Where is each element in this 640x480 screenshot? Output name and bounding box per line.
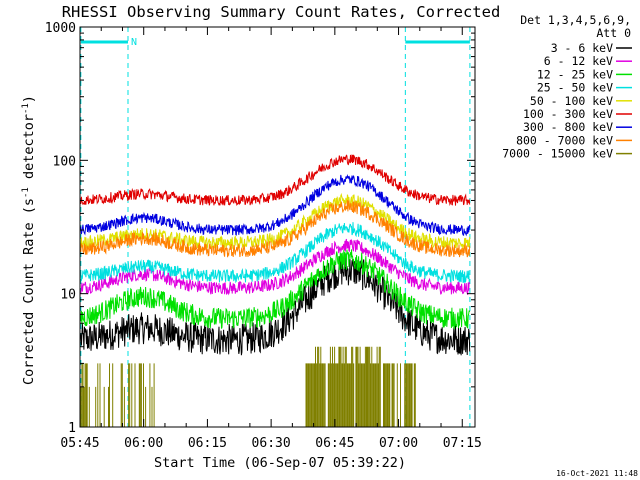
y-axis-label-sup1: -1: [21, 187, 31, 198]
x-tick-label: 05:45: [60, 436, 99, 451]
legend-label-7: 800 - 7000 keV: [516, 133, 613, 147]
y-tick-label: 100: [53, 154, 76, 169]
x-ticks: 05:45 06:00 06:15 06:30 06:45 07:00 07:15: [60, 27, 482, 451]
series-line-6: [80, 173, 471, 237]
legend-label-3: 25 - 50 keV: [537, 81, 613, 95]
y-axis-label: Corrected Count Rate (s-1 detector-1): [21, 95, 37, 385]
legend-header-2: Att 0: [596, 26, 631, 40]
x-tick-label: 06:30: [252, 436, 291, 451]
series-line-3: [80, 222, 471, 284]
attenuator-mark: N: [131, 37, 137, 48]
x-tick-label: 06:15: [188, 436, 227, 451]
legend-label-6: 300 - 800 keV: [523, 120, 613, 134]
series-line-8: [80, 346, 416, 427]
legend-label-4: 50 - 100 keV: [530, 94, 613, 108]
legend-header-1: Det 1,3,4,5,6,9,: [520, 13, 631, 27]
x-tick-label: 06:45: [315, 436, 354, 451]
y-tick-label: 1000: [45, 21, 76, 36]
series-line-5: [80, 154, 471, 207]
legend-label-2: 12 - 25 keV: [537, 67, 613, 81]
y-ticks: 1 10 100 1000: [45, 21, 475, 436]
x-tick-label: 07:00: [379, 436, 418, 451]
chart-title: RHESSI Observing Summary Count Rates, Co…: [62, 3, 501, 21]
x-tick-label: 06:00: [124, 436, 163, 451]
y-tick-label: 1: [68, 421, 76, 436]
plot-frame: [79, 26, 476, 428]
y-axis-label-main: Corrected Count Rate (s: [21, 198, 37, 385]
legend-label-5: 100 - 300 keV: [523, 107, 613, 121]
x-axis-label: Start Time (06-Sep-07 05:39:22): [154, 455, 406, 471]
y-axis-label-sup2: -1: [21, 103, 31, 114]
series-line-0: [80, 256, 471, 356]
legend-label-8: 7000 - 15000 keV: [502, 147, 613, 161]
plot-area: N: [80, 27, 471, 427]
y-axis-label-end: ): [21, 95, 37, 103]
series-line-4: [80, 192, 471, 250]
legend-label-1: 6 - 12 keV: [544, 54, 613, 68]
timestamp: 16-Oct-2021 11:48: [556, 469, 638, 478]
series-line-2: [80, 249, 471, 329]
x-tick-label: 07:15: [443, 436, 482, 451]
series-line-7: [80, 199, 471, 258]
legend-label-0: 3 - 6 keV: [551, 41, 613, 55]
y-axis-label-mid: detector: [21, 114, 37, 187]
y-tick-label: 10: [60, 288, 76, 303]
